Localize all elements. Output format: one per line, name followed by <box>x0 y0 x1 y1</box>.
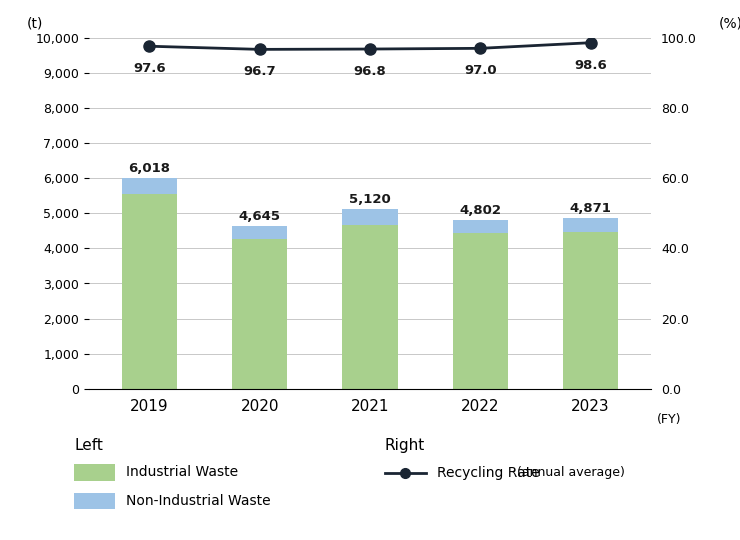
Bar <box>343 209 397 225</box>
Bar <box>343 225 397 389</box>
Text: (%): (%) <box>719 17 740 31</box>
Text: 4,645: 4,645 <box>239 210 280 223</box>
Text: 4,802: 4,802 <box>460 205 501 218</box>
Text: Industrial Waste: Industrial Waste <box>126 465 238 480</box>
Text: (FY): (FY) <box>657 414 682 427</box>
Text: Left: Left <box>74 438 103 453</box>
Bar <box>563 218 618 232</box>
Text: 5,120: 5,120 <box>349 193 391 206</box>
Text: (annual average): (annual average) <box>517 466 625 479</box>
Text: (t): (t) <box>27 17 44 31</box>
Text: Recycling Rate: Recycling Rate <box>437 465 539 480</box>
Bar <box>122 178 177 194</box>
Bar <box>453 220 508 233</box>
Bar <box>453 233 508 389</box>
Text: 6,018: 6,018 <box>129 162 170 175</box>
Text: 96.7: 96.7 <box>243 65 276 78</box>
Bar <box>563 232 618 389</box>
Text: 96.8: 96.8 <box>354 65 386 78</box>
Bar <box>122 194 177 389</box>
Text: 97.6: 97.6 <box>133 62 166 75</box>
Text: 4,871: 4,871 <box>570 202 611 215</box>
Text: Non-Industrial Waste: Non-Industrial Waste <box>126 494 270 508</box>
Text: Right: Right <box>385 438 425 453</box>
Bar <box>232 226 287 239</box>
Text: 98.6: 98.6 <box>574 58 607 71</box>
Text: 97.0: 97.0 <box>464 64 497 77</box>
Bar <box>232 239 287 389</box>
